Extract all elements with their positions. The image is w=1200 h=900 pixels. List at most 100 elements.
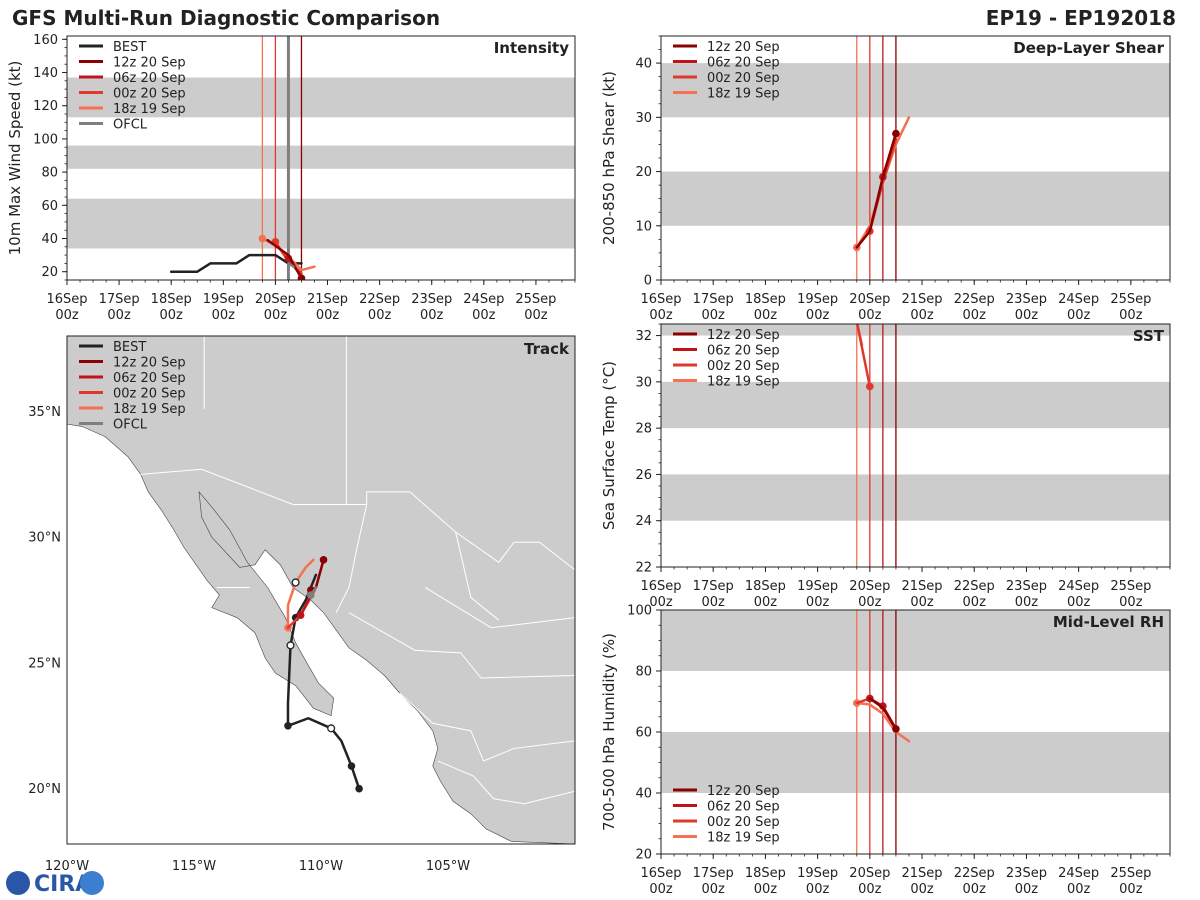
track-point-best-1 bbox=[347, 762, 356, 770]
sst-xtick-line-1: 00z bbox=[910, 595, 934, 610]
intensity-point-12z-20-sep-2 bbox=[297, 274, 306, 280]
sst-xtick-line-1: 00z bbox=[1067, 595, 1091, 610]
intensity-ytick-label-100: 100 bbox=[33, 132, 58, 147]
sst-xtick-line-0: 18Sep bbox=[745, 579, 786, 594]
track-point-open-18z-19-sep-2 bbox=[291, 578, 300, 587]
intensity-xtick-line-1: 00z bbox=[524, 308, 548, 323]
track-point-ofcl-0 bbox=[307, 591, 315, 599]
rh-series-18z-19-sep bbox=[855, 701, 911, 743]
sst-xtick-label-4: 20Sep 00z bbox=[849, 579, 890, 610]
rh-xtick-line-1: 00z bbox=[806, 882, 830, 897]
shear-title: Deep-Layer Shear bbox=[1013, 39, 1164, 57]
intensity-xtick-line-1: 00z bbox=[368, 308, 392, 323]
rh-ytick-label-40: 40 bbox=[635, 787, 652, 802]
legend-label-ofcl: OFCL bbox=[113, 118, 148, 133]
sst-xtick-line-1: 00z bbox=[806, 595, 830, 610]
legend-label-06z-20-sep: 06z 20 Sep bbox=[707, 344, 780, 359]
intensity-xtick-label-2: 18Sep 00z bbox=[151, 292, 192, 323]
legend-label-18z-19-sep: 18z 19 Sep bbox=[113, 102, 186, 117]
sst-xtick-line-0: 16Sep bbox=[640, 579, 681, 594]
track-ytick-label-35: 35°N bbox=[28, 405, 61, 420]
shear-ytick-label-10: 10 bbox=[635, 219, 652, 234]
intensity-ytick-label-120: 120 bbox=[33, 99, 58, 114]
shear-xtick-label-0: 16Sep 00z bbox=[640, 292, 681, 323]
sst-series-00z-20-sep bbox=[855, 324, 872, 388]
shear-band-0 bbox=[661, 171, 1170, 226]
shear-plot-area bbox=[661, 36, 1170, 280]
shear-xtick-label-6: 22Sep 00z bbox=[954, 292, 995, 323]
sst-point-00z-20-sep-1 bbox=[866, 382, 874, 391]
rh-xtick-line-1: 00z bbox=[1015, 882, 1039, 897]
track-point-12z-20-sep-2 bbox=[319, 556, 328, 564]
sst-xtick-line-0: 20Sep bbox=[849, 579, 890, 594]
track-xtick-label-0: 120°W bbox=[45, 859, 89, 874]
intensity-xtick-line-1: 00z bbox=[420, 308, 444, 323]
rh-xtick-line-1: 00z bbox=[963, 882, 987, 897]
track-ytick-label-30: 30°N bbox=[28, 531, 61, 546]
intensity-plot-area bbox=[67, 36, 575, 280]
intensity-series-best bbox=[169, 253, 303, 273]
rh-xtick-line-1: 00z bbox=[1119, 882, 1143, 897]
intensity-xtick-line-0: 16Sep bbox=[46, 292, 87, 307]
rh-xtick-line-0: 25Sep bbox=[1110, 866, 1151, 881]
sst-ytick-label-26: 26 bbox=[635, 468, 652, 483]
shear-xtick-line-0: 20Sep bbox=[849, 292, 890, 307]
sst-ytick-label-28: 28 bbox=[635, 422, 652, 437]
rh-xtick-line-0: 21Sep bbox=[902, 866, 943, 881]
sst-xtick-label-2: 18Sep 00z bbox=[745, 579, 786, 610]
intensity-xtick-line-0: 20Sep bbox=[255, 292, 296, 307]
logo-emblem-icon bbox=[80, 871, 104, 895]
shear-xtick-line-1: 00z bbox=[754, 308, 778, 323]
intensity-xtick-line-1: 00z bbox=[264, 308, 288, 323]
track-panel: 20°N 25°N 30°N 35°N 120°W 115°W 110°W 105°W Trac… bbox=[28, 335, 576, 874]
rh-xtick-label-1: 17Sep 00z bbox=[693, 866, 734, 897]
rh-xtick-label-9: 25Sep 00z bbox=[1110, 866, 1151, 897]
legend-label-18z-19-sep: 18z 19 Sep bbox=[113, 402, 186, 417]
rh-ylabel: 700-500 hPa Humidity (%) bbox=[600, 633, 618, 831]
political-border-6 bbox=[399, 692, 575, 762]
rh-xtick-label-3: 19Sep 00z bbox=[797, 866, 838, 897]
shear-xtick-line-0: 22Sep bbox=[954, 292, 995, 307]
intensity-band-2 bbox=[67, 77, 575, 118]
rh-xtick-line-1: 00z bbox=[702, 882, 726, 897]
shear-band-1 bbox=[661, 63, 1170, 118]
shear-xtick-line-1: 00z bbox=[858, 308, 882, 323]
rh-xtick-label-6: 22Sep 00z bbox=[954, 866, 995, 897]
figure-title: GFS Multi-Run Diagnostic Comparison bbox=[12, 6, 440, 30]
rh-plot-area bbox=[661, 610, 1170, 854]
sst-band-2 bbox=[661, 324, 1170, 336]
shear-xtick-line-1: 00z bbox=[1067, 308, 1091, 323]
intensity-xtick-line-0: 22Sep bbox=[359, 292, 400, 307]
track-point-open-best-3 bbox=[327, 724, 336, 733]
land-mass-0 bbox=[67, 336, 575, 844]
track-point-06z-20-sep-0 bbox=[296, 611, 305, 619]
sst-xtick-label-8: 24Sep 00z bbox=[1058, 579, 1099, 610]
shear-xtick-line-0: 16Sep bbox=[640, 292, 681, 307]
rh-xtick-line-1: 00z bbox=[1067, 882, 1091, 897]
intensity-ytick-label-80: 80 bbox=[41, 166, 58, 181]
intensity-ytick-label-60: 60 bbox=[41, 199, 58, 214]
sst-xtick-label-6: 22Sep 00z bbox=[954, 579, 995, 610]
shear-series-12z-20-sep bbox=[855, 132, 898, 249]
shear-xtick-label-1: 17Sep 00z bbox=[693, 292, 734, 323]
intensity-series-12z-20-sep bbox=[266, 238, 303, 280]
shear-xtick-line-1: 00z bbox=[910, 308, 934, 323]
rh-xtick-line-1: 00z bbox=[649, 882, 673, 897]
shear-xtick-line-1: 00z bbox=[1119, 308, 1143, 323]
legend-label-06z-20-sep: 06z 20 Sep bbox=[113, 371, 186, 386]
shear-xtick-label-3: 19Sep 00z bbox=[797, 292, 838, 323]
shear-ytick-label-20: 20 bbox=[635, 165, 652, 180]
track-title: Track bbox=[524, 340, 570, 358]
shear-xtick-label-4: 20Sep 00z bbox=[849, 292, 890, 323]
sst-xtick-line-1: 00z bbox=[858, 595, 882, 610]
intensity-xtick-label-3: 19Sep 00z bbox=[203, 292, 244, 323]
legend-label-00z-20-sep: 00z 20 Sep bbox=[113, 87, 186, 102]
sst-xtick-line-0: 23Sep bbox=[1006, 579, 1047, 594]
rh-xtick-line-0: 23Sep bbox=[1006, 866, 1047, 881]
intensity-xtick-line-1: 00z bbox=[472, 308, 496, 323]
legend-label-12z-20-sep: 12z 20 Sep bbox=[707, 40, 780, 55]
intensity-xtick-label-8: 24Sep 00z bbox=[463, 292, 504, 323]
